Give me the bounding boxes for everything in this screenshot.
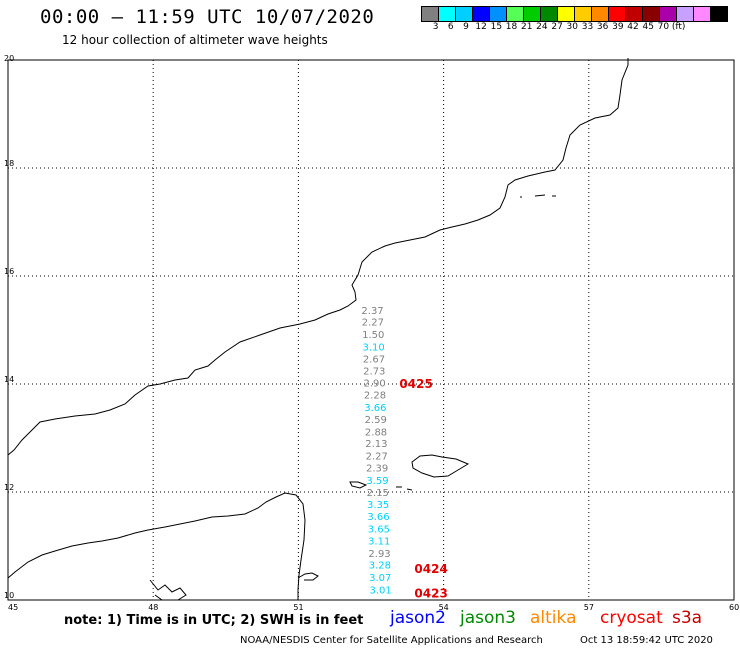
color-scale-label: 33 [581,22,594,32]
coast-fragment [149,579,187,601]
x-tick-label: 48 [148,603,158,612]
color-scale-label: 36 [596,22,609,32]
swh-value: 3.01 [369,586,391,597]
pass-time-label: 0425 [399,377,432,391]
somali-coast [7,492,306,600]
x-tick-label: 51 [293,603,303,612]
swh-value: 1.50 [362,330,384,341]
map-frame [7,59,735,601]
x-tick-label: 45 [8,603,18,612]
swh-value: 3.66 [364,403,386,414]
color-scale-label: 30 [566,22,578,32]
socotra-island [411,454,470,478]
horn-tip [297,572,319,581]
satellite-jason2: jason2 [390,608,446,628]
swh-value: 2.59 [365,415,387,426]
swh-value: 3.66 [367,512,389,523]
color-scale-label: 24 [536,22,548,32]
map-subtitle: 12 hour collection of altimeter wave hei… [62,33,328,47]
swh-value: 2.90 [364,379,386,390]
y-tick-label: 20 [4,54,14,63]
swh-value: 3.10 [362,343,384,354]
swh-value: 3.59 [366,476,388,487]
color-scale-label: (ft) [671,22,686,32]
color-scale-label: 15 [490,22,503,32]
swh-value: 3.35 [367,500,389,511]
swh-value: 3.65 [368,525,390,536]
color-swatch [710,6,728,22]
swh-value: 2.39 [366,463,388,474]
y-tick-label: 12 [4,483,14,492]
y-tick-label: 10 [4,591,14,600]
pass-time-label: 0423 [414,586,447,600]
swh-value: 2.37 [361,306,383,317]
swh-value: 3.28 [369,561,391,572]
map-title: 00:00 – 11:59 UTC 10/07/2020 [40,6,375,28]
color-scale-label: 45 [642,22,654,32]
swh-value: 2.27 [362,318,384,329]
arabian-coast [7,58,629,456]
abd-al-kuri [349,481,368,489]
axis-ticks: 45 48 51 54 57 60 20 18 16 14 12 10 [4,54,739,612]
satellite-jason3: jason3 [460,608,516,628]
y-tick-label: 14 [4,375,14,384]
swh-value: 2.13 [365,439,387,450]
swh-value: 2.93 [368,549,390,560]
x-tick-label: 54 [439,603,449,612]
swh-value: 2.28 [364,391,386,402]
coastline [7,58,629,601]
color-scale-label: 6 [447,22,454,32]
swh-value: 2.27 [366,452,388,463]
color-scale-label: 39 [612,22,624,32]
color-scale-label: 9 [463,22,469,32]
swh-values: 2.372.271.503.102.672.732.902.283.662.59… [361,306,391,597]
satellite-s3a: s3a [672,608,703,628]
note-text: note: 1) Time is in UTC; 2) SWH is in fe… [64,613,364,628]
pass-times: 0425 0424 0423 [399,377,447,601]
pass-time-label: 0424 [414,562,447,576]
footer-timestamp: Oct 13 18:59:42 UTC 2020 [580,635,713,646]
color-scale-label: 18 [505,22,518,32]
color-scale-labels: 3 6 9 12 15 18 21 24 27 30 33 36 39 42 45 70 (ft) [428,22,686,32]
color-scale-label: 42 [627,22,639,32]
color-scale-bar [421,6,728,22]
swh-value: 3.07 [369,573,391,584]
swh-value: 2.15 [367,488,389,499]
footer-credit: NOAA/NESDIS Center for Satellite Applica… [240,635,543,646]
grid-lines [8,60,734,600]
color-scale-label: 3 [432,22,439,32]
x-tick-label: 57 [584,603,594,612]
small-islets [396,486,413,491]
swh-value: 2.88 [365,427,387,438]
color-scale-label: 12 [475,22,487,32]
color-scale-label: 70 [657,22,670,32]
kuria-islands [520,194,556,198]
swh-value: 2.73 [363,366,385,377]
color-scale-label: 27 [551,22,563,32]
y-tick-label: 16 [4,267,14,276]
satellite-altika: altika [530,608,577,628]
swh-value: 3.11 [368,536,390,547]
satellite-cryosat: cryosat [600,608,663,628]
y-tick-label: 18 [4,159,14,168]
color-scale-label: 21 [520,22,533,32]
x-tick-label: 60 [729,603,739,612]
swh-value: 2.67 [363,354,385,365]
